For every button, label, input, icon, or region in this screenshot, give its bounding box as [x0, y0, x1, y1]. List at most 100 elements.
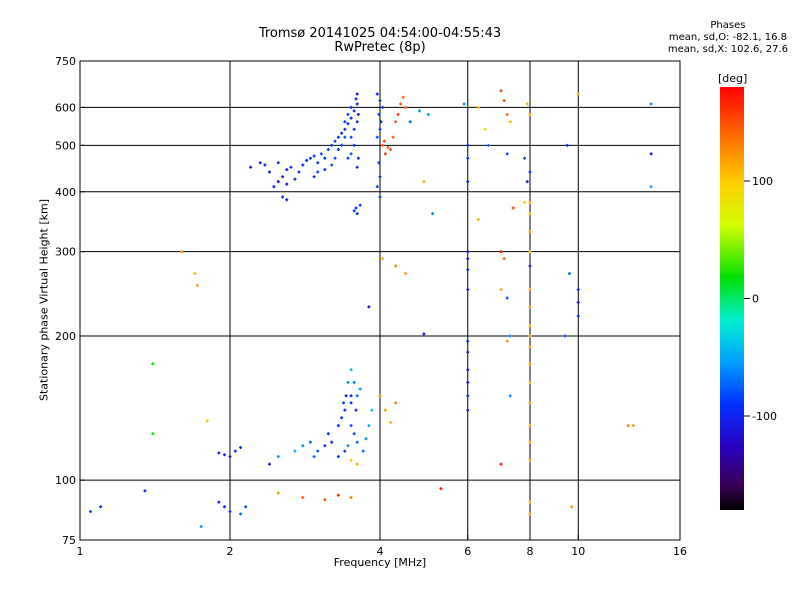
data-point [528, 305, 532, 309]
data-point [499, 89, 503, 93]
data-point [649, 152, 653, 156]
data-point [326, 432, 330, 436]
data-point [499, 462, 503, 466]
phase-stats: Phases mean, sd,O: -82.1, 16.8 mean, sd,… [668, 20, 788, 56]
data-point [528, 212, 532, 216]
data-point [342, 401, 346, 405]
data-point [508, 120, 512, 124]
data-point [367, 424, 371, 428]
data-point [528, 380, 532, 384]
data-point [223, 505, 227, 509]
data-point [476, 105, 480, 109]
phase-stats-header: Phases [710, 20, 746, 31]
data-point [505, 112, 509, 116]
data-point [466, 143, 470, 147]
data-point [528, 112, 532, 116]
data-point [312, 175, 316, 179]
data-point [525, 102, 529, 106]
data-point [422, 180, 426, 184]
y-tick-label: 500 [55, 139, 76, 152]
data-point [233, 449, 237, 453]
data-point [528, 440, 532, 444]
data-point [355, 120, 359, 124]
y-tick-label: 300 [55, 246, 76, 259]
data-point [528, 230, 532, 234]
data-point [499, 288, 503, 292]
data-point [431, 212, 435, 216]
data-point [205, 419, 209, 423]
data-point [355, 394, 359, 398]
data-point [180, 250, 184, 254]
data-point [383, 408, 387, 412]
data-point [343, 135, 347, 139]
data-point [358, 387, 362, 391]
data-point [355, 92, 359, 96]
data-point [323, 498, 327, 502]
data-point [466, 288, 470, 292]
data-point [330, 440, 334, 444]
data-point [505, 152, 509, 156]
data-point [239, 445, 243, 449]
data-point [263, 163, 267, 167]
data-point [576, 92, 580, 96]
data-point [355, 440, 359, 444]
data-point [563, 334, 567, 338]
data-point [354, 97, 358, 101]
data-point [333, 139, 337, 143]
data-point [528, 324, 532, 328]
data-point [378, 99, 382, 103]
data-point [285, 182, 289, 186]
data-point [316, 170, 320, 174]
x-tick-label: 16 [673, 545, 687, 558]
data-point [361, 449, 365, 453]
data-point [316, 161, 320, 165]
data-point [377, 112, 381, 116]
data-point [346, 444, 350, 448]
colorbar-tick-label: 100 [752, 175, 773, 188]
data-point [352, 109, 356, 113]
data-point [276, 455, 280, 459]
data-point [228, 455, 232, 459]
data-point [199, 525, 203, 529]
data-point [89, 510, 93, 514]
data-point [349, 424, 353, 428]
data-point [285, 198, 289, 202]
data-point [378, 175, 382, 179]
data-point [349, 458, 353, 462]
data-point [349, 135, 353, 139]
data-point [143, 489, 147, 493]
data-point [340, 416, 344, 420]
data-point [285, 168, 289, 172]
data-point [276, 161, 280, 165]
y-axis-label: Stationary phase Virtual Height [km] [37, 198, 51, 402]
data-point [249, 165, 253, 169]
data-point [508, 334, 512, 338]
data-point [367, 305, 371, 309]
data-point [330, 143, 334, 147]
data-point [281, 175, 285, 179]
data-point [151, 432, 155, 436]
data-point [276, 491, 280, 495]
data-point [394, 401, 398, 405]
data-point [528, 170, 532, 174]
data-point [528, 500, 532, 504]
data-point [293, 177, 297, 181]
data-point [631, 424, 635, 428]
data-point [352, 127, 356, 131]
y-tick-label: 75 [62, 534, 76, 547]
data-point [466, 257, 470, 261]
data-point [228, 510, 232, 514]
data-point [267, 170, 271, 174]
data-point [391, 135, 395, 139]
data-point [272, 185, 276, 189]
data-points [89, 89, 653, 529]
data-point [354, 408, 358, 412]
data-point [381, 257, 385, 261]
data-point [567, 272, 571, 276]
data-point [193, 272, 197, 276]
data-point [336, 148, 340, 152]
x-tick-label: 4 [377, 545, 384, 558]
colorbar-ticks: 100 0 -100 [744, 175, 777, 423]
data-point [349, 401, 353, 405]
data-point [394, 264, 398, 268]
